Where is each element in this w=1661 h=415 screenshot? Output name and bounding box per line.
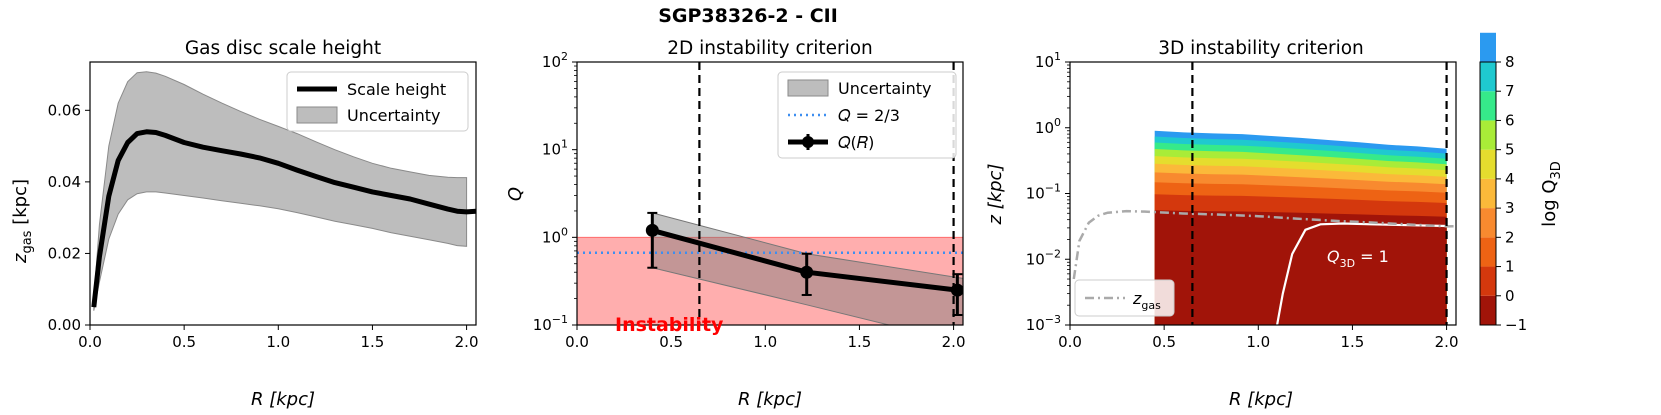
scale-height-line	[91, 129, 477, 308]
panel-1-legend: Scale height Uncertainty	[286, 71, 469, 132]
legend-q-line: 𝑄 = 2/3	[838, 106, 900, 125]
x-tick-label: 0.0	[1058, 333, 1082, 351]
zgas-curve	[1072, 209, 1456, 280]
colorbar-segment	[1480, 295, 1496, 325]
legend-uncertainty-2: Uncertainty	[838, 79, 931, 98]
x-tick-label: 2.0	[455, 333, 479, 351]
panel-1-plot-area: 0.0 0.5 1.0 1.5 2.0 0.00 0.02 0.04 0.06	[48, 61, 479, 351]
x-tick-label: 0.5	[172, 333, 196, 351]
panel-3-plot-area: 0.0 0.5 1.0 1.5 2.0 10−3 10−2 10−1 100 101	[1026, 50, 1459, 351]
x-tick-label: 0.5	[1152, 333, 1176, 351]
colorbar-tick-label: 7	[1505, 82, 1515, 100]
legend-qr: 𝑄(𝑅)	[838, 133, 874, 152]
colorbar-tick-label: 8	[1505, 53, 1515, 71]
y-tick-label: 100	[1035, 116, 1061, 137]
colorbar-tick-label: −1	[1505, 316, 1527, 334]
colorbar-tick-label: 4	[1505, 170, 1515, 188]
colorbar-tick-label: 6	[1505, 111, 1515, 129]
panel-2d-instability: 2D instability criterion 0.0 0.5 1.0 1.5 2.0…	[505, 38, 966, 410]
figure-title: SGP38326-2 - CII	[658, 5, 838, 27]
instability-label: Instability	[615, 314, 724, 336]
colorbar-tick-label: 3	[1505, 199, 1515, 217]
panel-2-xlabel: R [kpc]	[738, 389, 802, 410]
colorbar-frame	[1479, 61, 1497, 326]
y-tick-label: 10−1	[533, 313, 568, 334]
colorbar-tick-label: 2	[1505, 228, 1515, 246]
colorbar-segment	[1480, 237, 1496, 267]
plot-frame	[576, 61, 964, 326]
panel-3-legend: zgas	[1074, 279, 1175, 317]
panel-scale-height: Gas disc scale height 0.0 0.5 1.0 1.5 2.00.0…	[10, 38, 479, 410]
qr-point	[800, 265, 814, 279]
colorbar-segment	[1480, 32, 1496, 62]
colorbar-segment	[1480, 178, 1496, 209]
x-tick-label: 0.0	[78, 333, 102, 351]
panel-3d-instability: 3D instability criterion 0.0 0.5 1.0 1.5 2.0…	[985, 32, 1564, 410]
colorbar-segment	[1480, 91, 1496, 121]
y-tick-label: 101	[542, 138, 568, 159]
panel-3-title: 3D instability criterion	[1158, 38, 1364, 59]
y-tick-label: 0.02	[48, 244, 81, 262]
colorbar-segment	[1480, 266, 1496, 296]
colorbar-segment	[1480, 120, 1496, 150]
legend-zgas: zgas	[1132, 289, 1161, 312]
x-tick-label: 1.0	[266, 333, 290, 351]
y-tick-label: 100	[542, 225, 568, 246]
x-tick-label: 0.5	[659, 333, 683, 351]
x-tick-label: 1.5	[1341, 333, 1365, 351]
panel-3-ylabel: z [kpc]	[985, 164, 1006, 226]
x-tick-label: 1.0	[1246, 333, 1270, 351]
panel-3-clip-group	[1072, 62, 1456, 325]
qr-point	[950, 283, 963, 297]
y-tick-label: 0.00	[48, 316, 81, 334]
colorbar-segment	[1480, 208, 1496, 238]
panel-1-title: Gas disc scale height	[185, 38, 381, 59]
panel-2-title: 2D instability criterion	[667, 38, 873, 59]
x-tick-label: 1.5	[848, 333, 872, 351]
unstable-region	[1277, 223, 1447, 325]
colorbar-segment	[1480, 149, 1496, 179]
qr-point	[645, 223, 659, 237]
panel-1-ylabel: zgas [kpc]	[10, 179, 35, 264]
y-tick-label: 0.06	[48, 101, 81, 119]
y-tick-label: 101	[1035, 50, 1061, 71]
panel-1-xlabel: R [kpc]	[251, 389, 315, 410]
colorbar-tick-label: 1	[1505, 258, 1515, 276]
legend-uncertainty-1: Uncertainty	[347, 106, 440, 125]
x-tick-label: 2.0	[942, 333, 966, 351]
uncertainty-band	[93, 71, 468, 311]
colorbar-tick-label: 0	[1505, 287, 1515, 305]
x-tick-label: 1.5	[361, 333, 385, 351]
colorbar-segment	[1480, 62, 1496, 92]
colorbar: −1 0 1 2 3 4 5 6 7 8	[1479, 32, 1527, 334]
panel-2-legend: Uncertainty 𝑄 = 2/3 𝑄(𝑅)	[777, 71, 957, 159]
y-tick-label: 10−3	[1026, 313, 1061, 334]
x-tick-label: 2.0	[1435, 333, 1459, 351]
legend-scale-height: Scale height	[347, 80, 446, 99]
panel-3-xlabel: R [kpc]	[1229, 389, 1293, 410]
y-tick-label: 102	[542, 50, 568, 71]
colorbar-label: log Q3D	[1539, 161, 1564, 227]
plot-frame	[89, 61, 477, 326]
panel-2-ylabel: Q	[505, 187, 526, 201]
colorbar-tick-label: 5	[1505, 141, 1515, 159]
y-tick-label: 10−1	[1026, 182, 1061, 203]
q3d-contour-label: Q3D = 1	[1327, 247, 1389, 270]
x-tick-label: 0.0	[565, 333, 589, 351]
x-tick-label: 1.0	[753, 333, 777, 351]
y-tick-label: 10−2	[1026, 247, 1061, 268]
y-tick-label: 0.04	[48, 173, 81, 191]
